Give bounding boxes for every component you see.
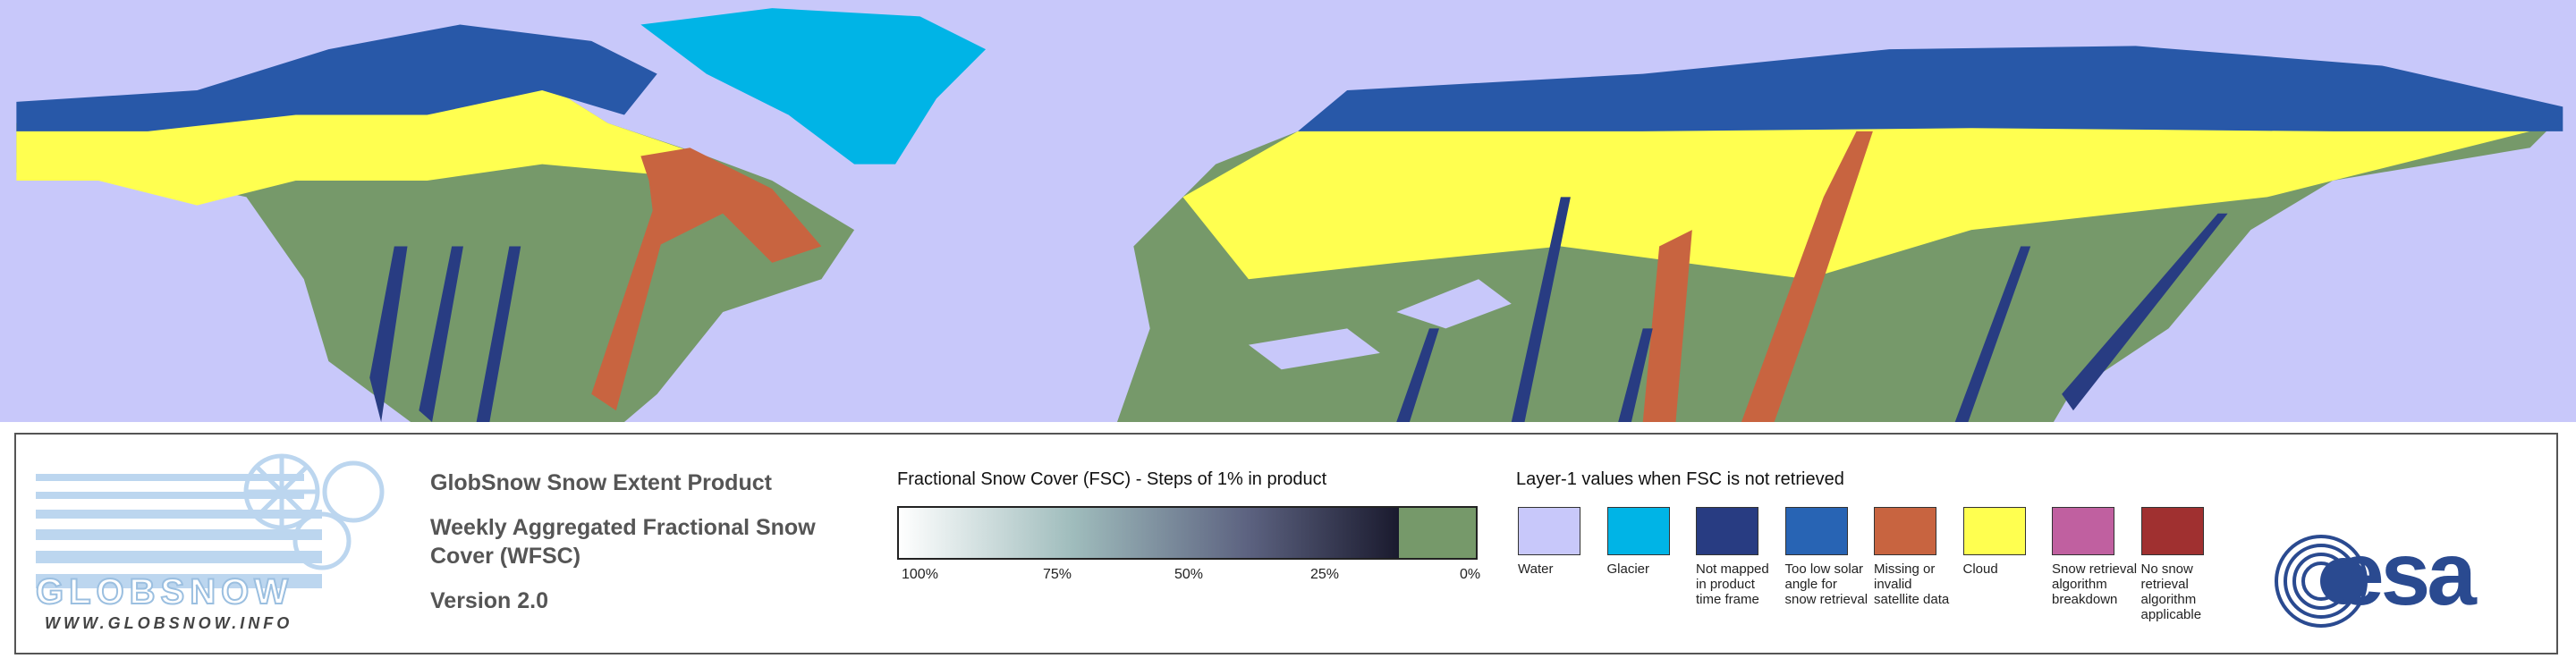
title: GlobSnow Snow Extent Product bbox=[430, 470, 772, 495]
legend-swatch bbox=[1696, 507, 1758, 555]
legend-swatch bbox=[1606, 507, 1670, 555]
colorbar-label: 0% bbox=[1460, 567, 1481, 582]
legend-title: Layer-1 values when FSC is not retrieved bbox=[1516, 469, 1844, 489]
legend-label: Cloud bbox=[1962, 561, 1998, 577]
legend-label: No snow retrieval algorithm applicable bbox=[2140, 561, 2202, 622]
colorbar-label: 50% bbox=[1174, 567, 1204, 582]
legend-swatch bbox=[1518, 507, 1580, 555]
logo-url: WWW.GLOBSNOW.INFO bbox=[45, 614, 292, 632]
legend-label: Snow retrieval algorithm breakdown bbox=[2052, 561, 2138, 607]
subtitle: Weekly Aggregated Fractional Snow Cover … bbox=[430, 515, 816, 569]
legend-panel bbox=[14, 433, 2558, 654]
legend-swatch bbox=[2052, 507, 2114, 555]
colorbar-no-snow bbox=[1399, 507, 1477, 559]
colorbar-label: 25% bbox=[1310, 567, 1340, 582]
logo-name: GLOBSNOW bbox=[36, 572, 293, 612]
legend-label: Too low solar angle for snow retrieval bbox=[1784, 561, 1868, 607]
globsnow-logo: GLOBSNOW WWW.GLOBSNOW.INFO bbox=[36, 453, 385, 632]
legend-swatch bbox=[2140, 507, 2204, 555]
colorbar bbox=[897, 506, 1478, 560]
snow-map bbox=[0, 0, 2576, 422]
legend-label: Not mapped in product time frame bbox=[1696, 561, 1769, 607]
version: Version 2.0 bbox=[430, 588, 549, 613]
colorbar-label: 75% bbox=[1043, 567, 1072, 582]
legend-swatch bbox=[1784, 507, 1848, 555]
legend-label: Water bbox=[1518, 561, 1554, 577]
esa-emblem bbox=[2275, 535, 2368, 628]
esa-text: esa bbox=[2334, 524, 2477, 624]
legend-label: Glacier bbox=[1606, 561, 1650, 577]
colorbar-title: Fractional Snow Cover (FSC) - Steps of 1… bbox=[897, 469, 1327, 489]
colorbar-label: 100% bbox=[902, 567, 938, 582]
legend-swatch bbox=[1874, 507, 1936, 555]
colorbar-gradient bbox=[898, 507, 1399, 559]
legend-swatch bbox=[1962, 507, 2026, 555]
legend-label: Missing or invalid satellite data bbox=[1874, 561, 1950, 607]
